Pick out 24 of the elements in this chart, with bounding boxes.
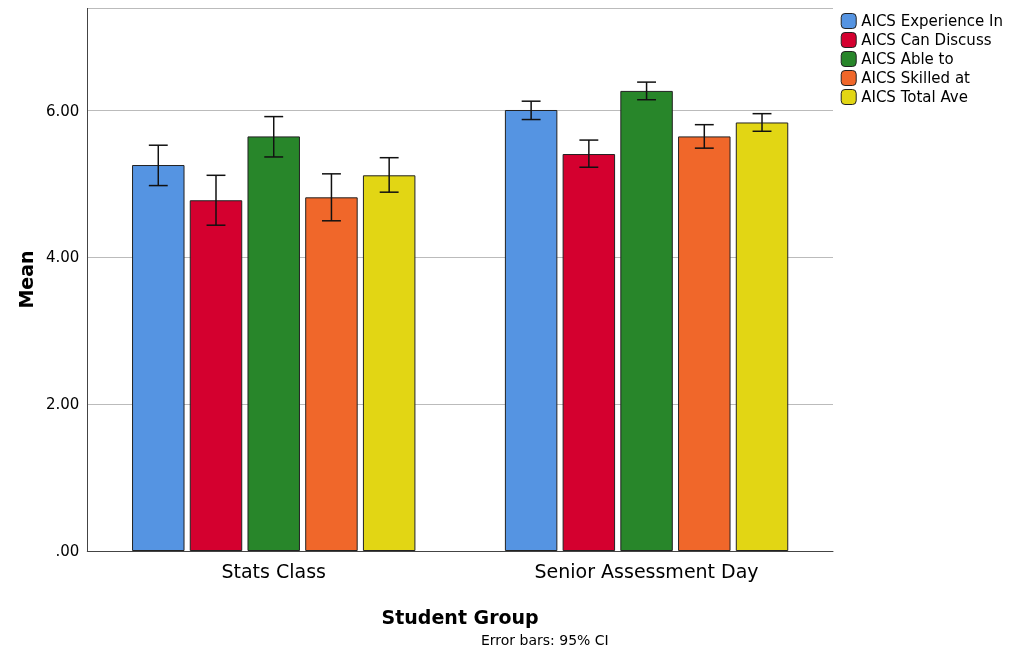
bar (305, 197, 358, 551)
y-tick-label: 6.00 (45, 101, 80, 120)
bar (562, 154, 616, 551)
y-tick-label: 4.00 (45, 248, 80, 267)
bar (735, 122, 789, 551)
bar (620, 90, 673, 551)
y-axis-title: Mean (14, 250, 37, 309)
legend-label: AICS Skilled at (861, 69, 971, 87)
y-tick-label: .00 (55, 542, 80, 560)
bar (362, 175, 416, 551)
legend-label: AICS Experience In (861, 12, 1003, 30)
x-tick-label: Senior Assessment Day (534, 559, 759, 582)
legend-label: AICS Can Discuss (861, 31, 992, 49)
x-tick-label: Stats Class (221, 559, 326, 582)
x-axis-title: Student Group (381, 605, 539, 628)
text: Error bars: 95% CI (481, 632, 609, 648)
bar (504, 110, 558, 551)
bar (189, 200, 243, 551)
legend-label: AICS Total Ave (861, 88, 968, 106)
bar (678, 136, 731, 551)
bar (132, 165, 185, 551)
legend-label: AICS Able to (861, 50, 954, 68)
bar (247, 136, 300, 551)
y-tick-label: 2.00 (45, 395, 80, 414)
